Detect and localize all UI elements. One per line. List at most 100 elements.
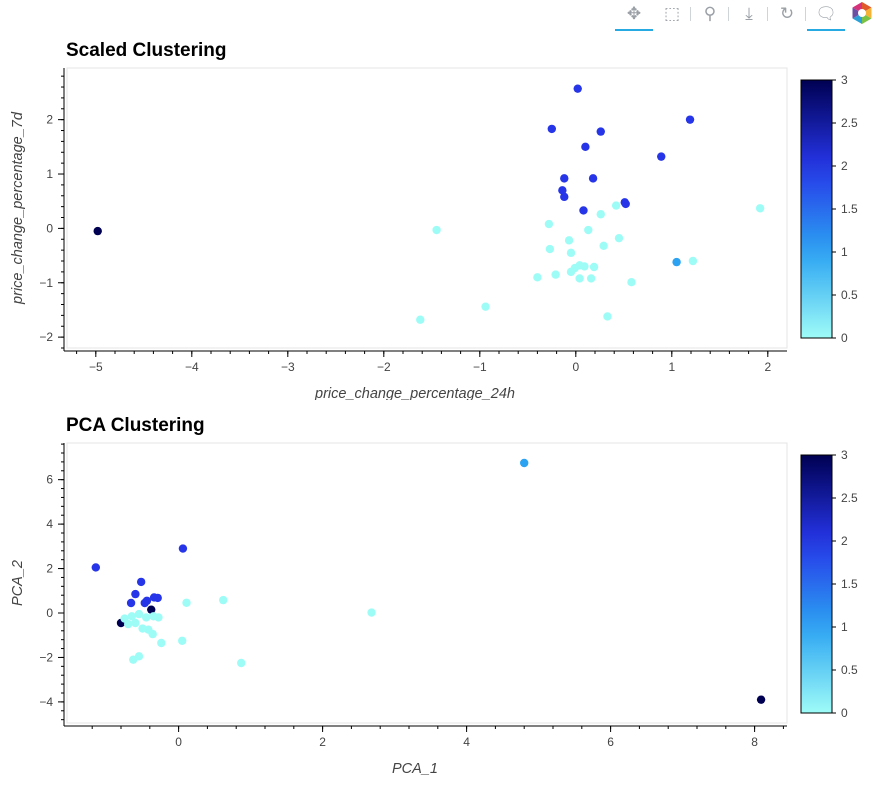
data-point — [481, 302, 490, 311]
data-point — [136, 577, 146, 587]
colorbar — [800, 454, 833, 714]
data-point — [566, 267, 576, 277]
data-point — [564, 236, 574, 245]
bokeh-logo-icon[interactable] — [850, 1, 873, 25]
data-point — [560, 174, 569, 183]
y-tick-label: 4 — [46, 517, 53, 531]
scaled-clustering-plot[interactable]: −5 −4 −3 −2 −1 0 1 2 −2 −1 0 1 2 price_change_percent… — [0, 0, 873, 400]
data-point — [131, 589, 140, 599]
data-point — [614, 233, 624, 243]
colorbar-tick-label: 1.5 — [841, 202, 858, 216]
data-point — [157, 638, 166, 648]
toolbar-divider — [690, 7, 691, 21]
x-tick-label: 0 — [572, 360, 579, 374]
colorbar-tick-label: 0.5 — [841, 663, 858, 677]
chart-title: PCA Clustering — [66, 415, 205, 436]
data-point — [147, 605, 156, 614]
data-point — [93, 226, 102, 236]
x-tick-label: 1 — [668, 360, 675, 374]
data-point — [432, 225, 441, 235]
y-tick-label: 2 — [46, 113, 53, 127]
data-point — [148, 629, 157, 639]
data-point — [579, 206, 588, 215]
data-point — [596, 210, 605, 219]
colorbar-tick-label: 0.5 — [841, 288, 858, 302]
data-point — [237, 658, 246, 668]
data-point — [627, 278, 636, 287]
data-point — [153, 593, 162, 603]
data-point — [131, 618, 140, 628]
colorbar-tick-label: 1.5 — [841, 577, 858, 591]
wheel-zoom-tool-button[interactable]: ⚲ — [698, 2, 722, 26]
y-tick-label: −2 — [39, 650, 53, 664]
data-point — [367, 608, 376, 617]
data-point — [178, 636, 187, 645]
x-axis-label: PCA_1 — [392, 761, 438, 777]
x-tick-label: 2 — [764, 360, 771, 374]
colorbar-tick-label: 2.5 — [841, 116, 858, 130]
data-point — [599, 241, 608, 250]
data-point — [558, 186, 567, 195]
pan-tool-button[interactable]: ✥ — [615, 2, 653, 31]
x-tick-label: −2 — [377, 360, 391, 374]
pan-icon: ✥ — [626, 4, 642, 23]
colorbar-tick-label: 0 — [841, 706, 848, 720]
pca-clustering-plot[interactable]: 0 2 4 6 8 −4 −2 0 2 4 6 PCA_1 PCA_2 0 0.5 1 1.5 2 2.5 3 — [0, 400, 873, 797]
data-point — [129, 655, 138, 664]
data-point — [545, 244, 555, 254]
data-point — [586, 274, 596, 283]
data-point — [672, 257, 681, 267]
data-point — [581, 142, 590, 152]
data-point — [685, 115, 695, 124]
data-point — [588, 174, 598, 183]
reset-tool-button[interactable]: ↻ — [775, 2, 799, 26]
toolbar-divider — [728, 7, 729, 21]
y-tick-label: 2 — [46, 562, 53, 576]
data-point — [621, 199, 630, 209]
colorbar-tick-label: 2 — [841, 534, 848, 548]
reset-icon: ↻ — [779, 4, 795, 23]
plot-frame — [66, 442, 788, 724]
data-point — [127, 612, 136, 621]
data-point — [589, 262, 599, 272]
data-point — [756, 695, 766, 704]
colorbar-tick-label: 3 — [841, 448, 848, 462]
data-point — [140, 598, 149, 608]
x-axis-label: price_change_percentage_24h — [314, 386, 515, 400]
x-tick-label: 6 — [607, 735, 614, 749]
save-tool-button[interactable]: ⤓ — [737, 2, 761, 26]
data-point — [560, 192, 569, 202]
data-point — [551, 270, 560, 279]
x-tick-label: −1 — [473, 360, 487, 374]
y-tick-label: 1 — [46, 167, 53, 181]
toolbar-divider — [767, 7, 768, 21]
colorbar-tick-label: 2.5 — [841, 491, 858, 505]
data-point — [657, 152, 666, 161]
y-axis-label: price_change_percentage_7d — [10, 111, 26, 305]
hover-tool-button[interactable]: 🗨 — [807, 2, 845, 31]
data-point — [416, 315, 425, 324]
y-tick-label: −1 — [39, 276, 53, 290]
data-point — [611, 201, 621, 210]
y-axis-label: PCA_2 — [10, 560, 26, 606]
data-point — [182, 598, 191, 607]
x-tick-label: 2 — [319, 735, 326, 749]
hover-icon: 🗨 — [815, 4, 837, 23]
colorbar-tick-label: 1 — [841, 245, 848, 259]
data-point — [178, 544, 188, 553]
data-point — [219, 595, 228, 605]
data-point — [575, 274, 584, 283]
plot-toolbar: ✥ ⬚ ⚲ ⤓ ↻ 🗨 — [612, 0, 873, 32]
y-tick-label: 0 — [46, 221, 53, 235]
colorbar-tick-label: 0 — [841, 331, 848, 345]
y-tick-label: 0 — [46, 606, 53, 620]
box-zoom-tool-button[interactable]: ⬚ — [660, 2, 684, 26]
data-point — [520, 458, 529, 468]
x-tick-label: 0 — [175, 735, 182, 749]
data-point — [603, 312, 612, 321]
data-point — [547, 124, 556, 134]
data-point — [596, 127, 605, 136]
colorbar-tick-label: 3 — [841, 73, 848, 87]
data-point — [126, 598, 136, 608]
data-point — [134, 609, 144, 619]
